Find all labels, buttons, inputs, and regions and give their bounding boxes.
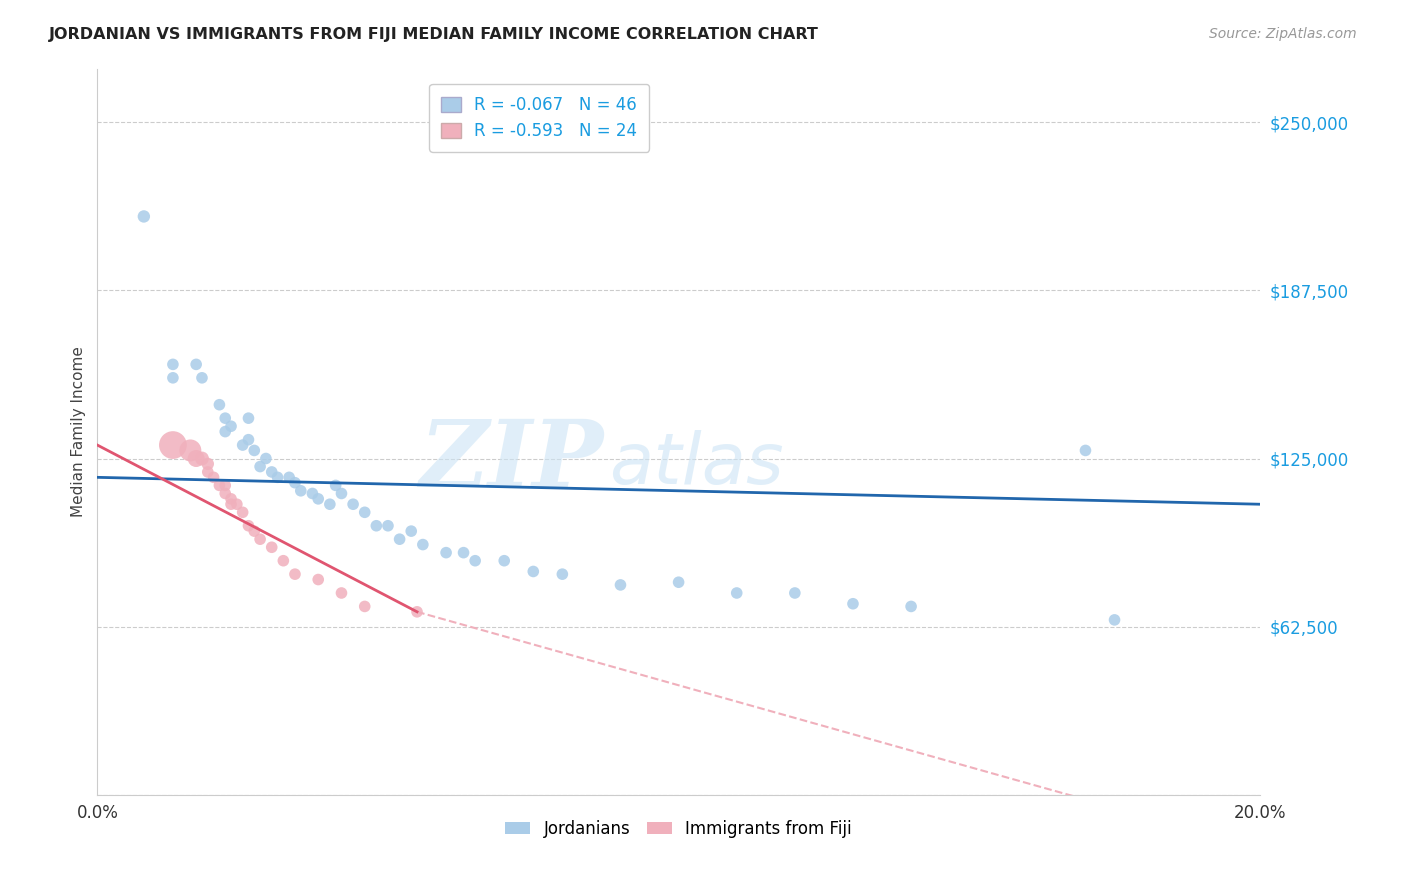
- Text: atlas: atlas: [609, 430, 783, 499]
- Point: [238, 411, 260, 425]
- Point: [668, 575, 690, 590]
- Point: [186, 357, 208, 371]
- Point: [214, 486, 236, 500]
- Point: [342, 497, 364, 511]
- Point: [330, 486, 353, 500]
- Point: [214, 411, 236, 425]
- Point: [219, 419, 242, 434]
- Point: [388, 532, 411, 546]
- Text: ZIP: ZIP: [419, 416, 603, 506]
- Point: [783, 586, 806, 600]
- Point: [353, 505, 375, 519]
- Point: [284, 567, 307, 582]
- Point: [162, 357, 184, 371]
- Point: [464, 554, 486, 568]
- Point: [290, 483, 312, 498]
- Point: [406, 605, 429, 619]
- Point: [225, 497, 247, 511]
- Point: [551, 567, 574, 582]
- Point: [219, 497, 242, 511]
- Point: [522, 565, 544, 579]
- Point: [232, 438, 254, 452]
- Point: [162, 371, 184, 385]
- Point: [453, 546, 475, 560]
- Point: [197, 457, 219, 471]
- Point: [412, 538, 434, 552]
- Point: [325, 478, 347, 492]
- Point: [900, 599, 922, 614]
- Point: [366, 518, 388, 533]
- Point: [377, 518, 399, 533]
- Point: [132, 210, 155, 224]
- Point: [284, 475, 307, 490]
- Point: [179, 443, 201, 458]
- Point: [238, 433, 260, 447]
- Point: [319, 497, 342, 511]
- Point: [725, 586, 748, 600]
- Point: [434, 546, 457, 560]
- Point: [399, 524, 422, 538]
- Point: [219, 491, 242, 506]
- Point: [243, 524, 266, 538]
- Point: [494, 554, 516, 568]
- Point: [278, 470, 301, 484]
- Point: [330, 586, 353, 600]
- Point: [254, 451, 277, 466]
- Point: [1104, 613, 1126, 627]
- Point: [162, 438, 184, 452]
- Point: [243, 443, 266, 458]
- Text: JORDANIAN VS IMMIGRANTS FROM FIJI MEDIAN FAMILY INCOME CORRELATION CHART: JORDANIAN VS IMMIGRANTS FROM FIJI MEDIAN…: [49, 27, 820, 42]
- Y-axis label: Median Family Income: Median Family Income: [72, 346, 86, 517]
- Point: [307, 491, 329, 506]
- Point: [260, 465, 283, 479]
- Point: [249, 532, 271, 546]
- Point: [307, 573, 329, 587]
- Point: [208, 478, 231, 492]
- Point: [353, 599, 375, 614]
- Text: Source: ZipAtlas.com: Source: ZipAtlas.com: [1209, 27, 1357, 41]
- Point: [214, 478, 236, 492]
- Point: [1074, 443, 1097, 458]
- Legend: Jordanians, Immigrants from Fiji: Jordanians, Immigrants from Fiji: [499, 814, 859, 845]
- Point: [197, 465, 219, 479]
- Point: [249, 459, 271, 474]
- Point: [238, 518, 260, 533]
- Point: [260, 541, 283, 555]
- Point: [186, 451, 208, 466]
- Point: [273, 554, 295, 568]
- Point: [191, 371, 214, 385]
- Point: [202, 470, 225, 484]
- Point: [301, 486, 323, 500]
- Point: [232, 505, 254, 519]
- Point: [208, 398, 231, 412]
- Point: [266, 470, 288, 484]
- Point: [609, 578, 631, 592]
- Point: [842, 597, 865, 611]
- Point: [191, 451, 214, 466]
- Point: [214, 425, 236, 439]
